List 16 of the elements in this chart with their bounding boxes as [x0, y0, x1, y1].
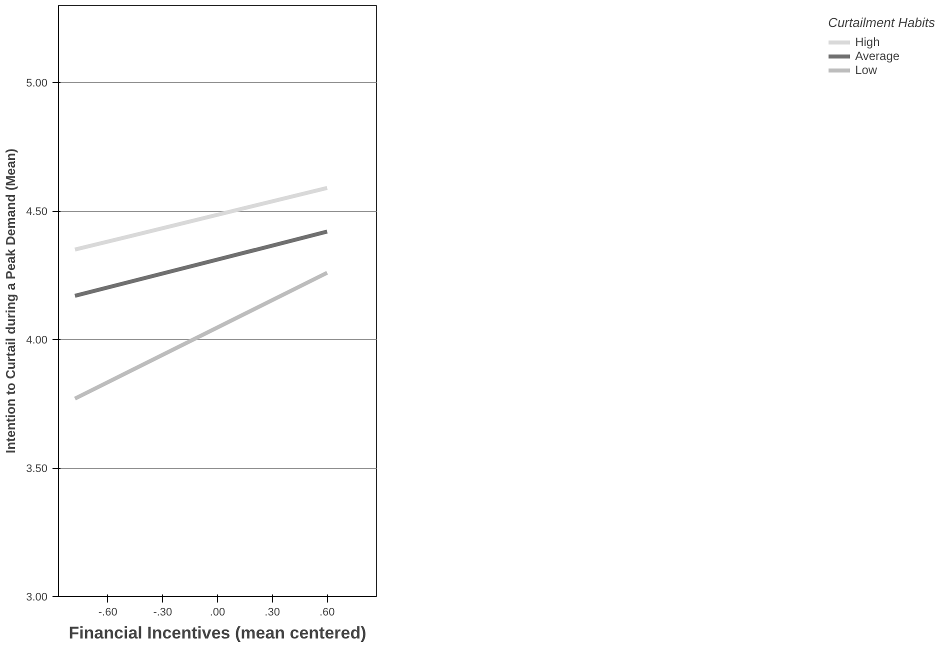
x-tick-label: .60: [320, 606, 335, 618]
y-tick-label: 4.50: [26, 206, 48, 218]
x-tick-label: .00: [210, 606, 226, 618]
x-tick-label: -.30: [153, 606, 172, 618]
y-tick-label: 3.50: [26, 463, 48, 476]
y-axis-title: Intention to Curtail during a Peak Demand (Mean): [3, 148, 18, 454]
y-tick-label: 4.00: [26, 334, 48, 347]
x-tick-label: -.60: [98, 606, 118, 618]
legend-title: Curtailment Habits: [828, 15, 935, 30]
y-tick-label: 5.00: [26, 78, 48, 90]
legend-label: Average: [855, 49, 900, 63]
legend-label: Low: [855, 63, 878, 77]
legend-label: High: [855, 35, 880, 49]
x-tick-label: .30: [264, 606, 280, 618]
y-tick-label: 3.00: [26, 592, 48, 604]
x-axis-title: Financial Incentives (mean centered): [68, 624, 366, 642]
